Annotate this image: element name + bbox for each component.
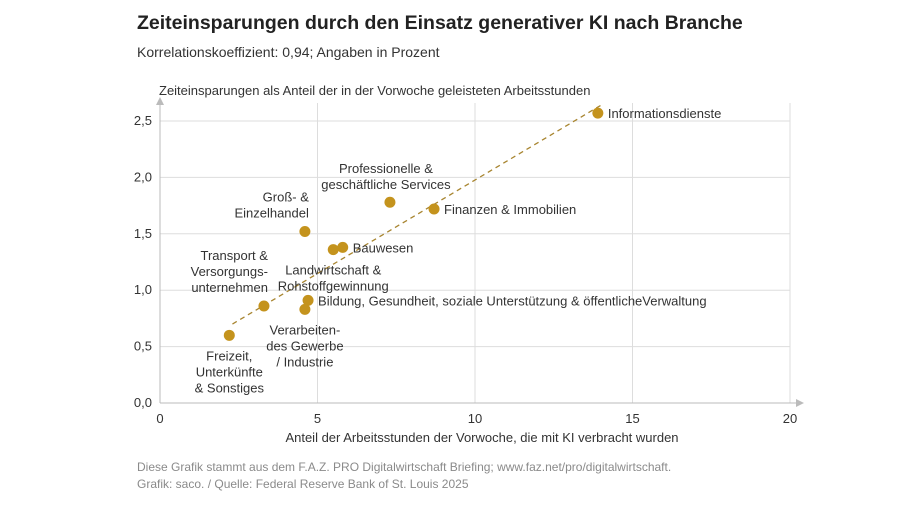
chart-title: Zeiteinsparungen durch den Einsatz gener…: [137, 12, 743, 34]
data-point: [428, 203, 440, 215]
data-label: Informationsdienste: [608, 106, 721, 121]
x-tick-label: 20: [783, 411, 797, 426]
data-label-line: Professionelle &: [339, 161, 433, 176]
data-label-line: & Sonstiges: [195, 380, 265, 395]
y-tick-label: 2,5: [134, 113, 152, 128]
data-label-line: Verarbeiten-: [269, 322, 340, 337]
data-label-line: Bildung, Gesundheit, soziale Unterstützu…: [318, 293, 707, 308]
footer-source: Grafik: saco. / Quelle: Federal Reserve …: [137, 477, 469, 491]
data-point: [337, 241, 349, 253]
data-label-line: Rohstoffgewinnung: [278, 279, 389, 294]
data-label-line: unternehmen: [191, 280, 268, 295]
data-label-line: Informationsdienste: [608, 106, 721, 121]
data-point: [299, 226, 311, 238]
x-axis-arrow: [796, 399, 804, 407]
footer-note: Diese Grafik stammt aus dem F.A.Z. PRO D…: [137, 460, 672, 474]
data-label-line: / Industrie: [276, 354, 333, 369]
data-point: [223, 329, 235, 341]
data-label-line: Freizeit,: [206, 348, 252, 363]
data-label: Professionelle & geschäftliche Services: [321, 161, 451, 192]
data-label-line: geschäftliche Services: [321, 177, 451, 192]
data-point: [384, 196, 396, 208]
data-label-line: des Gewerbe: [266, 338, 343, 353]
x-tick-label: 15: [625, 411, 639, 426]
data-label: Finanzen & Immobilien: [444, 202, 576, 217]
data-label: Groß- & Einzelhandel: [234, 190, 309, 221]
data-label-line: Transport &: [201, 248, 269, 263]
data-label-line: Finanzen & Immobilien: [444, 202, 576, 217]
x-axis-label: Anteil der Arbeitsstunden der Vorwoche, …: [285, 430, 678, 445]
data-label-line: Landwirtschaft &: [285, 263, 381, 278]
y-axis-arrow: [156, 97, 164, 105]
y-tick-label: 1,5: [134, 226, 152, 241]
y-tick-label: 2,0: [134, 169, 152, 184]
y-axis-label: Zeiteinsparungen als Anteil der in der V…: [159, 83, 590, 98]
data-label: Transport & Versorgungs-unternehmen: [191, 248, 269, 295]
y-tick-label: 1,0: [134, 282, 152, 297]
data-label-line: Einzelhandel: [234, 206, 309, 221]
chart-subtitle: Korrelationskoeffizient: 0,94; Angaben i…: [137, 44, 440, 60]
data-label: Landwirtschaft & Rohstoffgewinnung: [278, 263, 389, 294]
data-point: [299, 303, 311, 315]
data-point: [302, 294, 314, 306]
data-label: Bauwesen: [353, 240, 414, 255]
data-point: [258, 300, 270, 312]
x-tick-label: 5: [314, 411, 321, 426]
x-tick-label: 0: [156, 411, 163, 426]
data-point: [592, 107, 604, 119]
data-label: Freizeit, Unterkünfte & Sonstiges: [195, 348, 265, 395]
data-label-line: Bauwesen: [353, 240, 414, 255]
y-tick-label: 0,0: [134, 395, 152, 410]
data-label-line: Unterkünfte: [196, 364, 263, 379]
data-label: Bildung, Gesundheit, soziale Unterstützu…: [318, 293, 707, 308]
data-label: Verarbeiten-des Gewerbe / Industrie: [266, 322, 343, 369]
x-tick-label: 10: [468, 411, 482, 426]
data-point: [327, 244, 339, 256]
y-tick-label: 0,5: [134, 339, 152, 354]
data-label-line: Groß- &: [263, 190, 310, 205]
data-label-line: Versorgungs-: [191, 264, 268, 279]
